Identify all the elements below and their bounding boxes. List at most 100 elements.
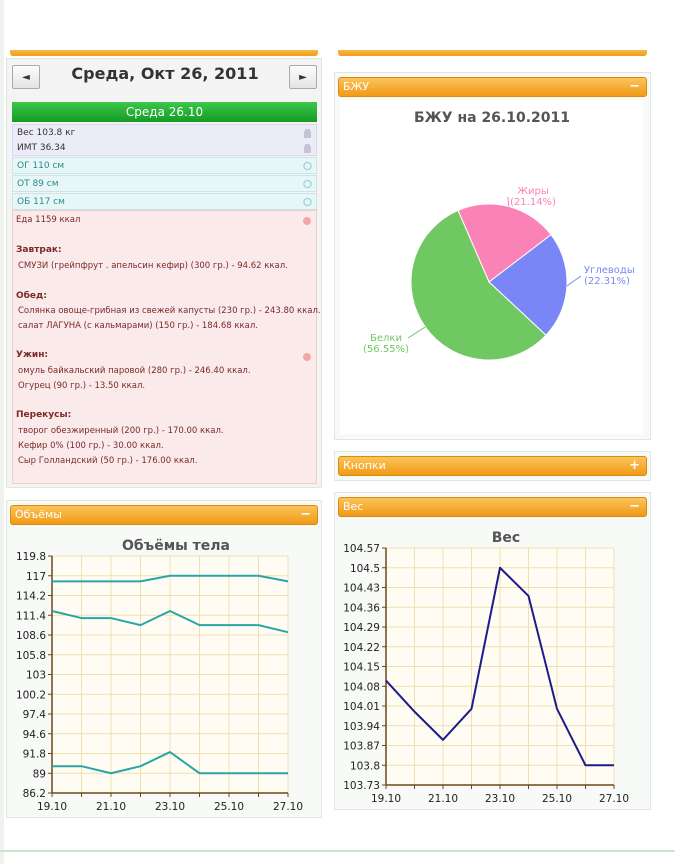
chart-title: Объёмы тела (122, 538, 230, 554)
page-bottom-border (0, 850, 675, 852)
apple-icon[interactable] (302, 215, 312, 225)
y-tick-label: 91.8 (23, 749, 46, 761)
food-item[interactable]: Кефир 0% (100 гр.) - 30.00 ккал. (18, 441, 164, 451)
y-tick-label: 97.4 (23, 709, 47, 721)
ob-value: ОБ 117 см (17, 197, 65, 207)
y-tick-label: 104.29 (343, 622, 380, 634)
food-item[interactable]: салат ЛАГУНА (с кальмарами) (150 гр.) - … (18, 321, 258, 331)
next-day-button[interactable]: ► (289, 65, 317, 89)
y-tick-label: 94.6 (23, 729, 47, 741)
top-bar-right (338, 50, 647, 56)
series-line-3 (52, 751, 288, 775)
y-tick-label: 104.15 (343, 662, 380, 674)
food-total: Еда 1159 ккал (16, 215, 81, 225)
food-item[interactable]: Сыр Голландский (50 гр.) - 176.00 ккал. (18, 456, 198, 466)
scale-icon[interactable] (303, 144, 312, 154)
pie-label-pct-3: (56.55%) (363, 344, 409, 355)
pie-label-name-1: Жиры (517, 186, 549, 197)
y-tick-label: 103.87 (343, 741, 380, 753)
meal-title-dinner: Ужин: (16, 350, 49, 360)
weight-line-chart: Вес 104.57 104.5 104.43 104.36 104.29 104.22 10… (343, 530, 629, 805)
bmi-value: ИМТ 36.34 (17, 143, 66, 153)
bju-pie-chart: БЖУ на 26.10.2011 Жиры(21.14%) Углеводы(2… (363, 110, 635, 361)
x-tick-label: 25.10 (542, 793, 572, 805)
series-line-1 (52, 574, 289, 583)
food-log: Еда 1159 ккал Завтрак: СМУЗИ (грейпфрут … (12, 210, 321, 484)
tape-icon[interactable] (303, 179, 312, 189)
weight-panel-header[interactable]: Вес − (338, 497, 647, 517)
expand-icon[interactable]: + (629, 458, 640, 473)
og-value: ОГ 110 см (17, 161, 65, 171)
weight-row[interactable]: Вес 103.8 кг ИМТ 36.34 (12, 124, 317, 156)
y-tick-label: 114.2 (16, 591, 46, 603)
pie-slice-3 (410, 209, 547, 361)
y-tick-label: 104.43 (343, 583, 380, 595)
tape-icon[interactable] (303, 161, 312, 171)
y-tick-label: 104.22 (343, 642, 380, 654)
series-line-1 (385, 566, 614, 767)
y-tick-label: 103 (26, 670, 46, 682)
y-tick-label: 117 (26, 571, 46, 583)
y-tick-label: 104.08 (343, 681, 380, 693)
pie-chart-title: БЖУ на 26.10.2011 (414, 110, 570, 126)
food-item[interactable]: Солянка овоще-грибная из свежей капусты … (18, 306, 321, 316)
buttons-panel-title: Кнопки (343, 459, 386, 472)
y-tick-label: 103.8 (350, 760, 380, 772)
x-tick-label: 19.10 (37, 801, 67, 813)
collapse-icon[interactable]: − (629, 499, 640, 514)
x-tick-label: 21.10 (96, 801, 126, 813)
waist-og-row[interactable]: ОГ 110 см (12, 157, 317, 174)
pie-label-pct-1: (21.14%) (510, 197, 556, 208)
y-tick-label: 86.2 (23, 788, 46, 800)
food-item[interactable]: СМУЗИ (грейпфрут . апельсин кефир) (300 … (18, 261, 288, 271)
x-tick-label: 19.10 (371, 793, 401, 805)
pie-label-pct-2: (22.31%) (584, 276, 630, 287)
pie-leader-2 (566, 275, 582, 287)
y-tick-label: 108.6 (16, 630, 46, 642)
bju-panel-title: БЖУ (343, 80, 370, 93)
y-tick-label: 119.8 (16, 551, 46, 563)
food-item[interactable]: омуль байкальский паровой (280 гр.) - 24… (18, 366, 251, 376)
y-tick-label: 104.01 (343, 701, 380, 713)
chart-title: Вес (492, 530, 520, 546)
volumes-panel-title: Объёмы (15, 508, 62, 521)
x-tick-label: 27.10 (273, 801, 303, 813)
ot-value: ОТ 89 см (17, 179, 59, 189)
day-title: Среда, Окт 26, 2011 (71, 64, 259, 83)
hips-ob-row[interactable]: ОБ 117 см (12, 193, 317, 210)
weight-panel-title: Вес (343, 500, 364, 513)
waist-ot-row[interactable]: ОТ 89 см (12, 175, 317, 192)
y-tick-label: 100.2 (16, 689, 46, 701)
y-tick-label: 103.94 (343, 721, 380, 733)
pie-slice-1 (457, 203, 552, 283)
pie-leader-3 (407, 326, 426, 339)
volumes-panel-header[interactable]: Объёмы − (10, 505, 318, 525)
x-tick-label: 25.10 (214, 801, 244, 813)
series-line-2 (51, 610, 289, 634)
x-tick-label: 27.10 (599, 793, 629, 805)
x-tick-label: 23.10 (155, 801, 185, 813)
food-item[interactable]: творог обезжиренный (200 гр.) - 170.00 к… (18, 426, 224, 436)
meal-title-breakfast: Завтрак: (16, 245, 62, 255)
meal-title-lunch: Обед: (16, 291, 47, 301)
pie-label-name-3: Белки (370, 333, 402, 344)
y-tick-label: 105.8 (16, 650, 46, 662)
pie-label-name-2: Углеводы (584, 265, 635, 276)
y-tick-label: 111.4 (16, 610, 46, 622)
y-tick-label: 104.5 (350, 563, 380, 575)
bju-panel-header[interactable]: БЖУ − (338, 77, 647, 97)
collapse-icon[interactable]: − (629, 79, 640, 94)
prev-day-button[interactable]: ◄ (12, 65, 40, 89)
volumes-line-chart: Объёмы тела 119.8 117 114.2 111.4 108.6 105.8 1… (16, 538, 303, 813)
page-left-border (0, 0, 4, 864)
tape-icon[interactable] (303, 197, 312, 207)
scale-icon[interactable] (303, 129, 312, 139)
y-tick-label: 89 (33, 768, 46, 780)
y-tick-label: 104.57 (343, 543, 380, 555)
apple-icon[interactable] (302, 351, 312, 361)
buttons-panel-header[interactable]: Кнопки + (338, 456, 647, 476)
collapse-icon[interactable]: − (300, 507, 311, 522)
pie-slice-2 (488, 234, 568, 336)
meal-title-snacks: Перекусы: (16, 410, 72, 420)
food-item[interactable]: Огурец (90 гр.) - 13.50 ккал. (18, 381, 146, 391)
